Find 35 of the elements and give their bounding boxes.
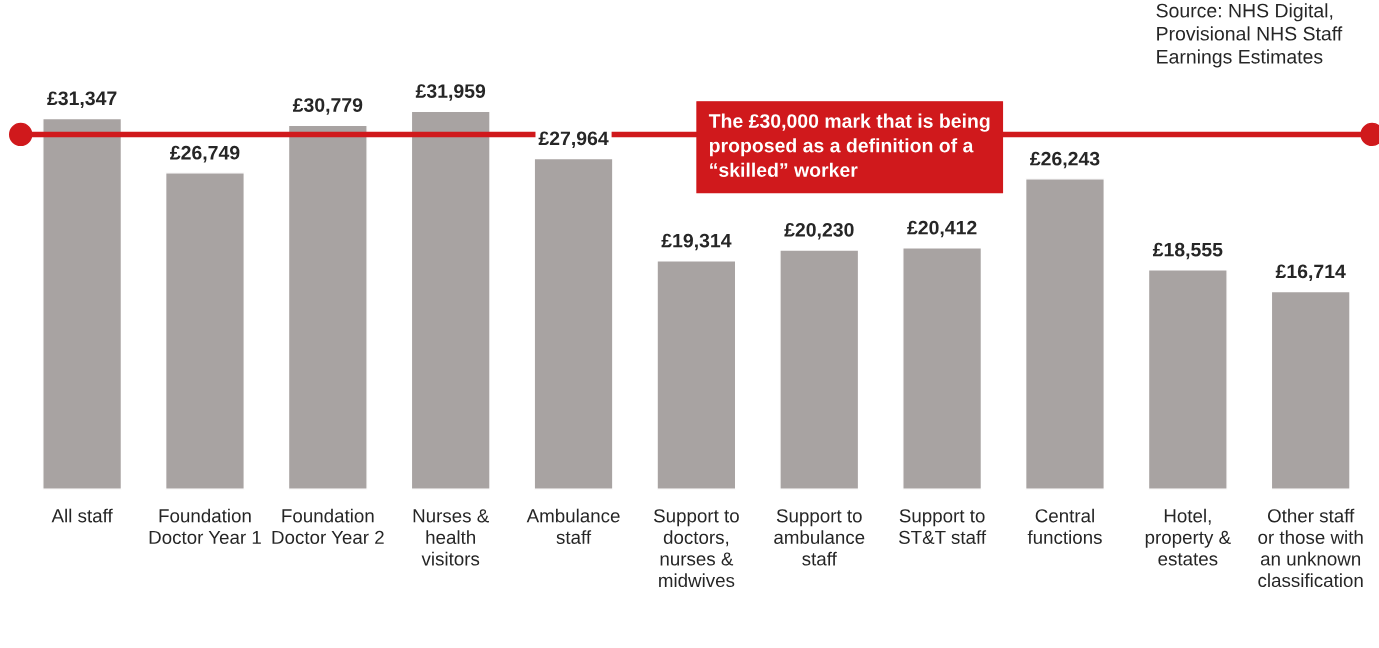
data-label: £30,779: [292, 98, 363, 115]
x-tick-label: Foundation Doctor Year 2: [272, 508, 384, 545]
data-label: £20,230: [784, 222, 854, 240]
x-tick-label: Support to doctors, nurses & midwives: [653, 509, 739, 588]
bar: [779, 249, 860, 490]
data-label: £20,412: [907, 220, 977, 238]
x-tick-label: Support to ST&T staff: [899, 509, 987, 545]
ref-line-label: The £30,000 mark that is being proposed as a definition of a “skilled” worker: [708, 113, 990, 177]
x-tick-label: Nurses & health visitors: [413, 509, 489, 566]
bar: [1270, 290, 1351, 490]
x-tick-label: Other staff or those with an unknown classification: [1258, 508, 1363, 588]
data-label: £16,714: [1275, 264, 1346, 282]
x-tick-label: Central functions: [1027, 508, 1102, 545]
bar: [42, 117, 123, 490]
data-label: £31,959: [415, 84, 486, 101]
bar: [164, 172, 245, 490]
bar: [1024, 178, 1105, 490]
x-tick-label: Foundation Doctor Year 1: [149, 508, 261, 545]
data-label: £26,749: [170, 145, 240, 163]
data-label: £27,964: [538, 131, 609, 149]
data-label: £31,347: [47, 91, 117, 108]
bar: [410, 110, 491, 490]
bar: [287, 124, 368, 490]
bar: [1147, 269, 1228, 490]
bar: [656, 260, 737, 490]
x-tick-label: All staff: [51, 508, 113, 523]
data-label: £19,314: [661, 233, 732, 251]
bar: [533, 157, 614, 490]
source-note: Source: NHS Digital, Provisional NHS Staff Earnings Estimates: [1156, 3, 1343, 68]
x-tick-label: Ambulance staff: [526, 508, 620, 545]
bar: [902, 247, 983, 490]
data-label: £18,555: [1152, 242, 1223, 260]
data-label: £26,243: [1030, 151, 1100, 169]
x-tick-label: Hotel, property & estates: [1145, 508, 1231, 566]
x-tick-label: Support to ambulance staff: [774, 509, 865, 566]
